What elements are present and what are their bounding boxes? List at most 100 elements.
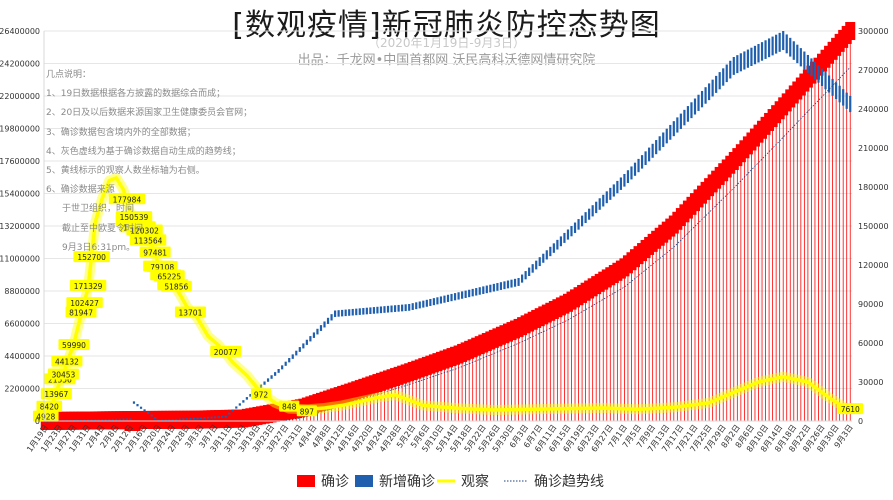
confirmed-marker (845, 22, 856, 40)
new-confirmed-bar (789, 37, 792, 57)
observation-data-label: 171329 (69, 279, 107, 291)
new-confirmed-bar (376, 306, 379, 314)
confirmed-bar (377, 383, 378, 421)
new-confirmed-bar (686, 106, 690, 122)
confirmed-bar (567, 302, 569, 421)
observation-data-label: 152700 (73, 251, 110, 263)
observation-label-bg (73, 251, 110, 263)
confirmed-bar (556, 308, 558, 421)
observation-data-label: 120302 (126, 224, 163, 236)
confirmed-bar (712, 183, 714, 421)
new-confirmed-bar (757, 44, 760, 63)
confirmed-bar (486, 342, 488, 421)
confirmed-bar (849, 31, 851, 421)
observation-label-text: 13967 (44, 390, 68, 399)
confirmed-bar (666, 230, 668, 421)
grid (44, 30, 852, 422)
observation-label-text: 150539 (120, 213, 149, 222)
new-confirmed-bar (711, 79, 714, 97)
confirmed-bar (652, 242, 654, 421)
confirmed-bar (578, 296, 579, 421)
confirmed-bar (507, 332, 509, 421)
new-confirmed-bar (690, 102, 693, 119)
adjustment-bar (124, 421, 141, 431)
new-confirmed-series (44, 31, 852, 431)
y-right-tick-label: 90000 (858, 300, 883, 309)
new-confirmed-bar (775, 34, 778, 54)
confirmed-bar (726, 168, 728, 421)
confirmed-bar (634, 258, 636, 421)
new-confirmed-bar (577, 219, 580, 230)
confirmed-bar (359, 389, 361, 421)
observation-data-label: 81947 (65, 306, 97, 318)
confirmed-bar (835, 46, 837, 422)
observation-label-text: 21556 (48, 375, 72, 384)
observation-data-label: 4928 (32, 410, 59, 422)
confirmed-bar (592, 287, 594, 421)
y-left-tick-label: 22000000 (0, 92, 40, 101)
new-confirmed-bar (658, 136, 661, 151)
new-confirmed-bar (146, 411, 150, 414)
observation-label-bg (146, 260, 178, 272)
new-confirmed-bar (566, 229, 570, 240)
confirmed-bar (331, 398, 332, 421)
observation-data-label: 20077 (210, 345, 242, 357)
y-right-tick-label: 180000 (858, 183, 889, 192)
observation-data-label: 59990 (58, 339, 90, 351)
observation-label-bg (139, 246, 171, 258)
confirmed-bar (437, 362, 438, 421)
new-confirmed-bar (697, 94, 700, 111)
new-confirmed-bar (390, 305, 393, 313)
observation-label-text: 897 (300, 407, 315, 416)
new-confirmed-bar (411, 303, 414, 310)
new-confirmed-bar (284, 361, 287, 366)
confirmed-bar (518, 327, 519, 421)
new-confirmed-bar (189, 417, 192, 420)
confirmed-bar (719, 175, 721, 421)
new-confirmed-bar (796, 44, 799, 64)
note-line: 6、确诊数据来源 (46, 185, 115, 196)
new-confirmed-bar (362, 308, 365, 315)
y-right-tick-label: 210000 (858, 144, 889, 153)
new-confirmed-bar (171, 419, 174, 421)
new-confirmed-bar (799, 48, 802, 67)
confirmed-bar (691, 205, 692, 421)
observation-data-label: 13701 (174, 306, 206, 318)
confirmed-bar (345, 393, 347, 421)
observation-label-text: 44132 (55, 358, 79, 367)
new-confirmed-bar (228, 412, 231, 415)
confirmed-bar (807, 78, 809, 421)
new-confirmed-bar (835, 82, 838, 100)
confirmed-bar (581, 293, 583, 421)
confirmed-bar (620, 269, 622, 421)
confirmed-bar (694, 202, 696, 421)
observation-data-label: 13967 (40, 388, 72, 400)
confirmed-bar (687, 209, 689, 421)
new-confirmed-bar (739, 53, 742, 72)
new-confirmed-bar (203, 417, 206, 419)
new-confirmed-bar (178, 418, 181, 421)
new-confirmed-bar (669, 124, 672, 140)
observation-label-text: 4928 (36, 413, 55, 422)
new-confirmed-bar (143, 409, 146, 412)
confirmed-bar (415, 369, 417, 421)
new-confirmed-bar (570, 226, 573, 237)
confirmed-bar (348, 392, 350, 421)
new-confirmed-bar (489, 284, 492, 293)
observation-label-bg (40, 388, 72, 400)
confirmed-bar (553, 309, 555, 421)
new-confirmed-bar (595, 201, 598, 214)
new-confirmed-bar (397, 304, 400, 312)
new-confirmed-bar (630, 166, 633, 180)
new-confirmed-bar (221, 416, 224, 418)
new-confirmed-bar (743, 51, 746, 70)
confirmed-bar (655, 239, 657, 421)
new-confirmed-bar (612, 184, 615, 197)
confirmed-bar (496, 337, 498, 421)
y-left-tick-label: 4400000 (4, 352, 40, 361)
observation-label-text: 102427 (70, 299, 99, 308)
new-confirmed-bar (591, 205, 594, 217)
y-left-tick-label: 2200000 (4, 385, 40, 394)
y-left-tick-label: 6600000 (4, 320, 40, 329)
confirmed-bar (842, 38, 844, 421)
